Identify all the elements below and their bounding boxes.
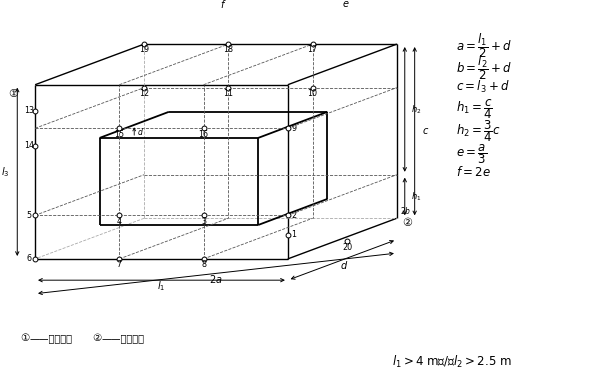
Text: $h_1$: $h_1$ — [411, 190, 421, 203]
Text: 5: 5 — [26, 211, 32, 220]
Text: 12: 12 — [139, 89, 149, 98]
Text: $f=2e$: $f=2e$ — [456, 165, 491, 179]
Text: 18: 18 — [223, 45, 233, 54]
Text: $f$: $f$ — [220, 0, 227, 10]
Text: $a=\dfrac{l_1}{2}+d$: $a=\dfrac{l_1}{2}+d$ — [456, 32, 512, 60]
Text: ②: ② — [402, 218, 412, 228]
Text: $e=\dfrac{a}{3}$: $e=\dfrac{a}{3}$ — [456, 142, 487, 166]
Text: $d$: $d$ — [340, 259, 349, 271]
Text: $2a$: $2a$ — [209, 273, 223, 285]
Text: $b=\dfrac{l_2}{2}+d$: $b=\dfrac{l_2}{2}+d$ — [456, 53, 512, 82]
Text: 15: 15 — [114, 130, 124, 139]
Text: 4: 4 — [117, 217, 122, 226]
Text: $l_1>4$ m和/或$l_2>2.5$ m: $l_1>4$ m和/或$l_2>2.5$ m — [392, 353, 512, 369]
Text: $c$: $c$ — [422, 126, 429, 136]
Text: $e$: $e$ — [341, 0, 349, 9]
Text: 14: 14 — [24, 141, 34, 150]
Text: $d$: $d$ — [137, 126, 144, 136]
Text: 20: 20 — [342, 243, 352, 252]
Text: 19: 19 — [139, 45, 149, 54]
Text: 3: 3 — [201, 217, 206, 226]
Text: 8: 8 — [201, 260, 206, 269]
Text: 7: 7 — [117, 260, 122, 269]
Text: 1: 1 — [291, 230, 296, 239]
Text: $h_2=\dfrac{3}{4}c$: $h_2=\dfrac{3}{4}c$ — [456, 118, 501, 144]
Text: 11: 11 — [223, 89, 233, 98]
Text: $l_1$: $l_1$ — [157, 279, 166, 293]
Text: 16: 16 — [199, 130, 209, 139]
Text: ②: ② — [92, 333, 102, 343]
Text: 13: 13 — [24, 106, 34, 116]
Text: 6: 6 — [26, 254, 32, 263]
Text: 10: 10 — [308, 89, 317, 98]
Text: 9: 9 — [291, 124, 296, 133]
Text: ——发动机侧: ——发动机侧 — [29, 333, 72, 343]
Text: $l_3$: $l_3$ — [1, 165, 10, 179]
Text: $h_1=\dfrac{c}{4}$: $h_1=\dfrac{c}{4}$ — [456, 97, 493, 121]
Text: 17: 17 — [308, 45, 317, 54]
Text: ①: ① — [20, 333, 29, 343]
Text: ①: ① — [8, 89, 19, 99]
Text: ——发电机侧: ——发电机侧 — [101, 333, 145, 343]
Text: 2: 2 — [291, 211, 296, 220]
Text: $h_2$: $h_2$ — [411, 103, 421, 116]
Text: $c=l_3+d$: $c=l_3+d$ — [456, 79, 510, 95]
Text: $2b$: $2b$ — [400, 205, 411, 216]
